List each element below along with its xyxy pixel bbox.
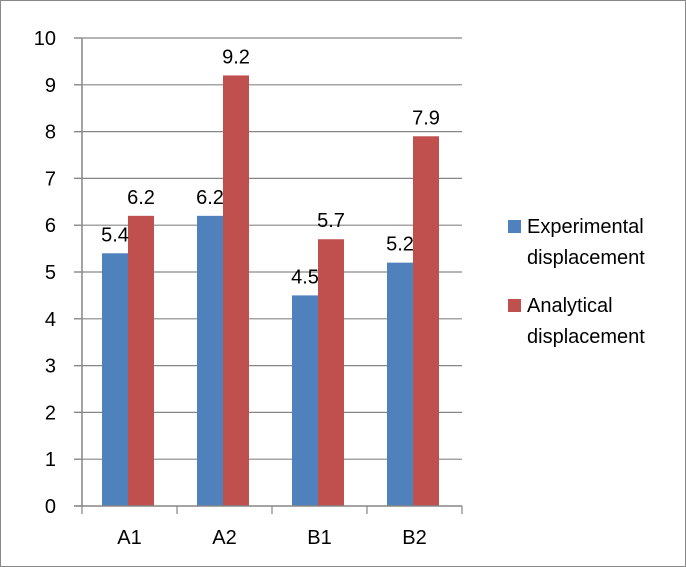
bar bbox=[223, 75, 249, 506]
data-label: 5.7 bbox=[317, 210, 345, 232]
bar bbox=[387, 262, 413, 506]
y-tick-label: 0 bbox=[45, 496, 56, 518]
x-tick-label: A1 bbox=[117, 527, 141, 549]
labels: 0 1 2 3 4 5 6 7 8 9 10 5.4 6.2 A1 6.2 9.2 A2 4.5 5.7 B1 5.2 7… bbox=[34, 28, 440, 549]
y-tick-label: 2 bbox=[45, 402, 56, 424]
legend: Experimental displacement Analytical displa… bbox=[508, 216, 645, 348]
y-tick-label: 6 bbox=[45, 215, 56, 237]
y-tick-label: 7 bbox=[45, 168, 56, 190]
data-label: 7.9 bbox=[412, 107, 440, 129]
bar bbox=[128, 215, 154, 506]
y-tick-label: 1 bbox=[45, 449, 56, 471]
bar bbox=[413, 136, 439, 506]
data-label: 6.2 bbox=[196, 187, 224, 209]
y-tick-label: 8 bbox=[45, 122, 56, 144]
y-tick-label: 5 bbox=[45, 262, 56, 284]
legend-label: Experimental bbox=[527, 216, 644, 238]
x-tick-label: B1 bbox=[307, 527, 331, 549]
legend-swatch bbox=[508, 299, 521, 312]
legend-label: displacement bbox=[527, 247, 645, 269]
bars bbox=[102, 75, 439, 507]
y-tick-label: 4 bbox=[45, 309, 56, 331]
y-tick-label: 9 bbox=[45, 75, 56, 97]
y-tick-label: 10 bbox=[34, 28, 56, 50]
x-tick-label: A2 bbox=[212, 527, 236, 549]
bar bbox=[292, 295, 318, 506]
axes bbox=[74, 37, 463, 514]
bar bbox=[197, 215, 223, 506]
data-label: 4.5 bbox=[291, 266, 319, 288]
y-tick-label: 3 bbox=[45, 356, 56, 378]
data-label: 5.2 bbox=[386, 234, 414, 256]
legend-swatch bbox=[508, 220, 521, 233]
legend-label: Analytical bbox=[527, 295, 613, 317]
bar bbox=[318, 239, 344, 507]
bar bbox=[102, 253, 128, 506]
data-label: 5.4 bbox=[101, 224, 129, 246]
legend-label: displacement bbox=[527, 326, 645, 348]
data-label: 9.2 bbox=[222, 46, 250, 68]
data-label: 6.2 bbox=[127, 187, 155, 209]
x-tick-label: B2 bbox=[402, 527, 426, 549]
